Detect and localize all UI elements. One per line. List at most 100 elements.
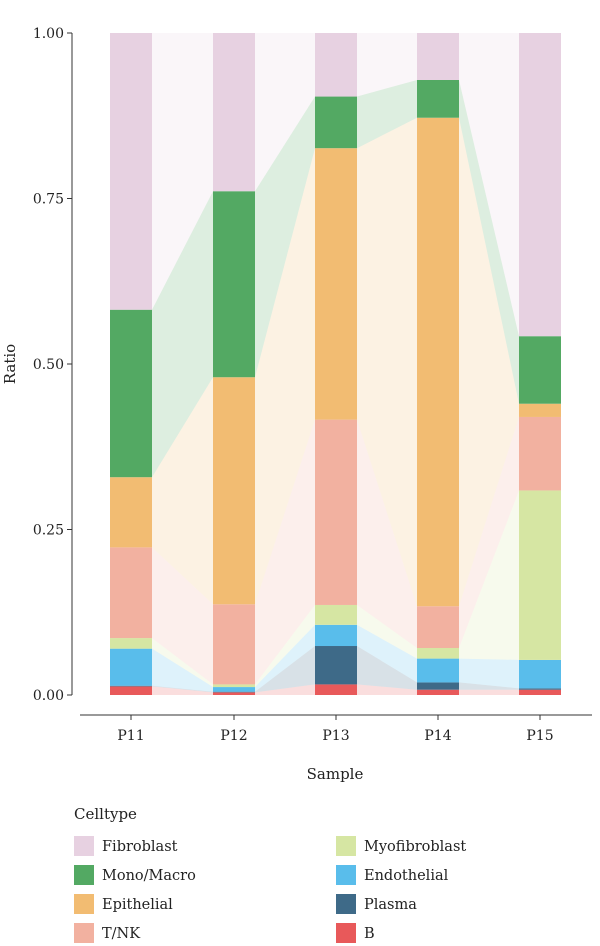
flow-myofibroblast [255, 604, 315, 688]
y-tick-label: 0.50 [33, 357, 64, 373]
bar-segment-p12-t-nk [213, 604, 255, 685]
y-axis: 0.00 0.25 0.50 0.75 1.00 [33, 26, 73, 704]
y-tick-label: 1.00 [33, 26, 64, 42]
bar-segment-p11-fibroblast [110, 33, 152, 310]
flow-b [152, 686, 213, 695]
legend-item-mono-macro: Mono/Macro [74, 865, 196, 885]
bar-segment-p12-myofibroblast [213, 684, 255, 688]
bar-segment-p15-t-nk [519, 416, 561, 491]
flow-t-nk [459, 416, 519, 648]
legend-swatch [336, 836, 356, 856]
bar-segment-p15-myofibroblast [519, 490, 561, 660]
flow-fibroblast [255, 33, 315, 192]
bar-segment-p13-plasma [315, 646, 357, 685]
flow-fibroblast [459, 33, 519, 337]
flow-t-nk [255, 419, 315, 685]
bar-segment-p15-endothelial [519, 659, 561, 689]
legend-item-t-nk: T/NK [74, 923, 141, 943]
legend-label: Endothelial [364, 868, 449, 884]
flow-epithelial [459, 117, 519, 607]
alluvial-flows [152, 33, 519, 695]
flow-mono-macro [255, 96, 315, 378]
legend-item-plasma: Plasma [336, 894, 417, 914]
x-tick-label: P14 [424, 728, 451, 744]
bar-segment-p11-t-nk [110, 547, 152, 639]
bar-segment-p11-b [110, 686, 152, 695]
legend-swatch [74, 836, 94, 856]
bar-segment-p15-epithelial [519, 403, 561, 417]
bar-segment-p14-myofibroblast [417, 647, 459, 659]
flow-mono-macro [152, 191, 213, 478]
bar-segment-p14-b [417, 689, 459, 695]
bar-segment-p14-fibroblast [417, 33, 459, 81]
bar-segment-p14-t-nk [417, 606, 459, 648]
legend-label: Epithelial [102, 897, 173, 913]
legend-item-epithelial: Epithelial [74, 894, 173, 914]
flow-fibroblast [152, 33, 213, 310]
legend-swatch [336, 923, 356, 943]
flow-myofibroblast [152, 638, 213, 688]
bar-segment-p12-epithelial [213, 377, 255, 605]
bar-segment-p15-plasma [519, 688, 561, 690]
bar-segment-p13-myofibroblast [315, 604, 357, 625]
bar-segment-p11-endothelial [110, 648, 152, 686]
flow-endothelial [459, 658, 519, 689]
bar-segment-p12-fibroblast [213, 33, 255, 192]
bar-segment-p11-plasma [110, 685, 152, 687]
flow-fibroblast [357, 33, 417, 97]
x-tick-label: P12 [220, 728, 247, 744]
legend-label: B [364, 926, 375, 942]
x-tick-label: P15 [526, 728, 553, 744]
flow-b [357, 684, 417, 695]
legend-title: Celltype [74, 805, 137, 823]
flow-plasma [152, 685, 213, 693]
bar-segment-p13-fibroblast [315, 33, 357, 97]
bar-segment-p15-b [519, 689, 561, 695]
flow-b [255, 684, 315, 695]
flow-myofibroblast [459, 490, 519, 660]
legend-swatch [336, 894, 356, 914]
bar-segment-p12-b [213, 692, 255, 695]
legend-item-fibroblast: Fibroblast [74, 836, 178, 856]
legend-label: Mono/Macro [102, 868, 196, 884]
x-axis: P11 P12 P13 P14 P15 [80, 714, 592, 744]
flow-epithelial [357, 117, 417, 607]
bar-segment-p12-plasma [213, 691, 255, 693]
legend-label: Fibroblast [102, 839, 178, 855]
flow-mono-macro [459, 80, 519, 404]
bar-stacks [110, 33, 561, 695]
bar-segment-p13-t-nk [315, 419, 357, 605]
bar-segment-p13-endothelial [315, 624, 357, 647]
flow-epithelial [255, 148, 315, 605]
x-tick-label: P11 [117, 728, 144, 744]
bar-segment-p13-epithelial [315, 148, 357, 420]
y-tick-label: 0.75 [33, 192, 64, 208]
flow-endothelial [152, 648, 213, 692]
flow-epithelial [152, 377, 213, 605]
bar-segment-p14-plasma [417, 682, 459, 690]
bar-segment-p15-mono-macro [519, 336, 561, 404]
legend-item-endothelial: Endothelial [336, 865, 449, 885]
legend-item-b: B [336, 923, 375, 943]
bar-segment-p11-epithelial [110, 477, 152, 548]
flow-b [459, 689, 519, 695]
x-tick-label: P13 [322, 728, 349, 744]
flow-plasma [357, 646, 417, 690]
legend-swatch [74, 865, 94, 885]
bar-segment-p12-endothelial [213, 687, 255, 692]
x-axis-title: Sample [307, 765, 364, 783]
flow-myofibroblast [357, 604, 417, 659]
bar-segment-p13-mono-macro [315, 96, 357, 149]
legend-swatch [336, 865, 356, 885]
bar-segment-p14-endothelial [417, 658, 459, 683]
bar-segment-p13-b [315, 684, 357, 695]
legend-label: Plasma [364, 897, 417, 913]
y-tick-label: 0.00 [33, 688, 64, 704]
flow-plasma [255, 646, 315, 693]
flow-plasma [459, 682, 519, 690]
legend-label: T/NK [102, 926, 141, 942]
legend-swatch [74, 923, 94, 943]
flow-endothelial [255, 624, 315, 692]
legend: Fibroblast Mono/Macro Epithelial T/NK Myofib… [74, 836, 466, 943]
